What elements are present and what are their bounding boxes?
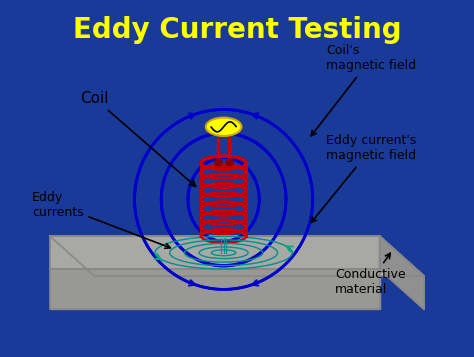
Text: Eddy
currents: Eddy currents	[32, 191, 170, 248]
Text: Coil's
magnetic field: Coil's magnetic field	[311, 45, 416, 136]
Text: Coil: Coil	[80, 91, 196, 186]
Polygon shape	[50, 236, 424, 276]
Polygon shape	[50, 236, 380, 270]
Polygon shape	[50, 270, 380, 310]
Text: Conductive
material: Conductive material	[335, 253, 406, 296]
Polygon shape	[380, 236, 424, 310]
Text: Eddy current's
magnetic field: Eddy current's magnetic field	[311, 135, 417, 222]
Text: Eddy Current Testing: Eddy Current Testing	[73, 16, 401, 44]
Ellipse shape	[206, 118, 241, 136]
